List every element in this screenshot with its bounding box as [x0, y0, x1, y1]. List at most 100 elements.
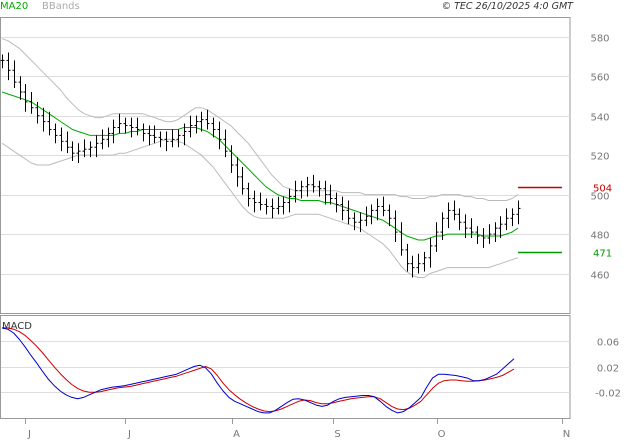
ohlc-bar: [12, 60, 17, 89]
ohlc-bar: [205, 109, 210, 130]
ohlc-bar: [493, 222, 498, 242]
ohlc-bar: [199, 111, 204, 132]
ohlc-bar: [170, 129, 175, 148]
ohlc-bar: [422, 251, 427, 272]
macd-y-tick-label: 0.02: [597, 364, 619, 375]
ohlc-bar: [416, 253, 421, 274]
ohlc-bar: [47, 111, 52, 136]
ohlc-bar: [305, 176, 310, 197]
ohlc-bar: [223, 129, 228, 158]
ohlc-bar: [65, 131, 70, 154]
x-tick-label: N: [563, 429, 570, 440]
ohlc-bar: [94, 135, 99, 158]
ohlc-bar: [434, 222, 439, 252]
ohlc-bar: [317, 180, 322, 197]
ohlc-bar: [264, 198, 269, 215]
ohlc-bar: [475, 226, 480, 244]
legend: MA20 BBands: [0, 1, 80, 12]
ohlc-bar: [405, 243, 410, 272]
x-tick-label: J: [127, 429, 131, 440]
ohlc-bar: [194, 115, 199, 134]
ohlc-bar: [311, 174, 316, 193]
y-tick-label: 460: [590, 271, 609, 282]
y-tick-label: 500: [590, 192, 609, 203]
ohlc-bar: [76, 143, 81, 164]
copyright-text: © TEC 26/10/2025 4:0 GMT: [442, 1, 575, 12]
ohlc-bar: [53, 123, 58, 144]
ohlc-bar: [29, 91, 34, 114]
macd-line: [1, 327, 515, 414]
resistance-level-label: 504: [593, 184, 612, 195]
bbands-upper-line: [1, 38, 519, 201]
support-level-label: 471: [593, 249, 612, 260]
ohlc-bar: [410, 255, 415, 278]
x-tick-label: O: [438, 429, 446, 440]
ohlc-bar: [463, 214, 468, 239]
ohlc-bar: [446, 202, 451, 229]
ohlc-bar: [70, 141, 75, 162]
ohlc-bar: [135, 117, 140, 136]
ohlc-bar: [364, 206, 369, 227]
macd-y-tick-label: -0.02: [595, 389, 621, 400]
ohlc-bar: [18, 76, 23, 100]
ohlc-bar: [176, 129, 181, 148]
ohlc-bar: [287, 188, 292, 213]
legend-bbands: BBands: [42, 1, 80, 12]
ohlc-bar: [293, 180, 298, 203]
ohlc-bar: [182, 123, 187, 146]
ohlc-bar: [252, 190, 257, 213]
ohlc-bar: [88, 141, 93, 158]
ohlc-bar: [188, 115, 193, 138]
price-panel-frame: [0, 17, 571, 314]
y-tick-label: 560: [590, 73, 609, 84]
ohlc-bar: [258, 192, 263, 211]
ohlc-bar: [129, 117, 134, 138]
ohlc-bar: [393, 210, 398, 242]
ohlc-bar: [299, 180, 304, 199]
ohlc-bar: [481, 228, 486, 248]
ohlc-bar: [504, 208, 509, 231]
price-panel: 460 480 500 520 540 560 580 504 471: [0, 17, 612, 314]
ohlc-bar: [358, 212, 363, 233]
ohlc-bar: [323, 180, 328, 205]
ohlc-bar: [346, 200, 351, 225]
ohlc-bar: [6, 52, 11, 81]
ohlc-bar: [440, 212, 445, 240]
ohlc-bar: [100, 129, 105, 150]
ohlc-bar: [217, 121, 222, 150]
ohlc-bar: [352, 212, 357, 231]
ohlc-bar: [111, 119, 116, 144]
ohlc-bar: [246, 182, 251, 207]
ohlc-bar: [381, 196, 386, 217]
ohlc-bar: [457, 208, 462, 231]
ohlc-bar: [123, 117, 128, 134]
y-tick-label: 580: [590, 34, 609, 45]
ohlc-bar: [510, 208, 515, 227]
ohlc-bar: [152, 125, 157, 144]
macd-y-tick-label: 0.06: [597, 338, 619, 349]
x-tick-label: S: [334, 429, 340, 440]
x-tick-label: A: [233, 429, 240, 440]
legend-ma20: MA20: [0, 1, 28, 12]
ohlc-bar: [487, 224, 492, 244]
ohlc-bar: [211, 117, 216, 138]
ohlc-bar: [281, 196, 286, 215]
ohlc-bar: [369, 204, 374, 225]
ohlc-bar: [23, 84, 28, 112]
macd-title: MACD: [2, 321, 32, 332]
ohlc-bar: [147, 125, 152, 146]
bbands-lower-line: [1, 138, 519, 278]
ohlc-bar: [375, 198, 380, 221]
ohlc-bar: [399, 222, 404, 256]
ohlc-bar: [334, 192, 339, 213]
ohlc-bar: [428, 238, 433, 268]
ohlc-bar: [229, 145, 234, 173]
ohlc-bar: [516, 200, 521, 225]
ohlc-bar: [158, 131, 163, 148]
ohlc-bar: [59, 127, 64, 152]
ohlc-bar: [235, 157, 240, 187]
ohlc-bar: [106, 127, 111, 148]
ohlc-bar: [498, 216, 503, 239]
